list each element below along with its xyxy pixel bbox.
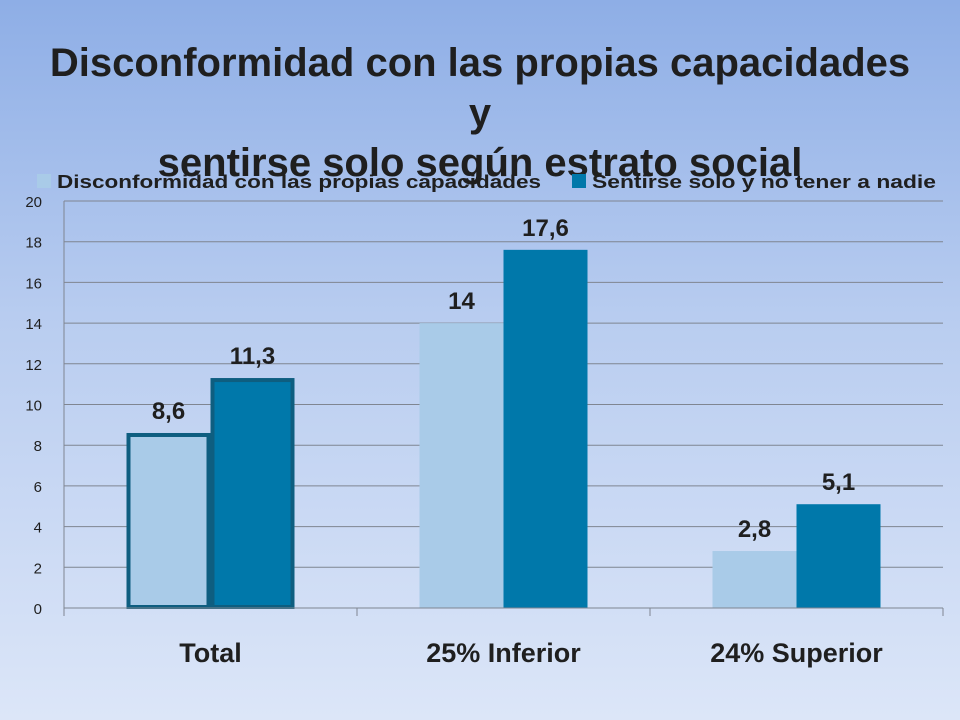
chart-title-line-1: Disconformidad con las propias capacidad… xyxy=(49,41,911,135)
y-tick-label-0: 0 xyxy=(34,601,42,618)
data-label: 14 xyxy=(448,288,475,315)
legend-label-1: Disconformidad con las propias capacidad… xyxy=(57,172,541,192)
x-axis: Total 25% Inferior 24% Superior xyxy=(63,607,944,668)
legend-swatch-2 xyxy=(572,174,586,188)
chart-title-line-2: sentirse solo según estrato social xyxy=(157,141,803,185)
legend-label-2: Sentirse solo y no tener a nadie xyxy=(592,172,936,192)
y-tick-label-6: 6 xyxy=(34,479,42,496)
y-axis: 0 2 4 6 8 10 12 14 16 18 20 xyxy=(25,194,65,618)
y-tick-label-20: 20 xyxy=(25,194,42,211)
y-tick-label-12: 12 xyxy=(25,357,42,374)
bar-1-25-inferior xyxy=(419,323,504,608)
legend-swatch-1 xyxy=(37,174,51,188)
data-labels: 8,6 11,3 14 17,6 2,8 5,1 xyxy=(152,215,855,543)
data-label: 11,3 xyxy=(230,343,275,370)
y-tick-label-8: 8 xyxy=(34,438,42,455)
bars xyxy=(126,249,881,610)
bar-1-total xyxy=(126,432,211,609)
bar-2-total xyxy=(210,378,295,610)
y-tick-label-4: 4 xyxy=(34,520,42,537)
y-tick-label-14: 14 xyxy=(25,316,42,333)
chart-title: Disconformidad con las propias capacidad… xyxy=(40,38,920,188)
data-label: 2,8 xyxy=(738,516,771,543)
legend: Disconformidad con las propias capacidad… xyxy=(37,172,936,192)
data-label: 8,6 xyxy=(152,398,185,425)
y-tick-label-18: 18 xyxy=(25,235,42,252)
data-label: 17,6 xyxy=(522,215,569,242)
x-tick-label: Total xyxy=(179,638,242,668)
data-label: 5,1 xyxy=(822,469,855,496)
bar-1-24-superior xyxy=(712,551,797,608)
y-tick-label-2: 2 xyxy=(34,560,42,577)
bar-2-25-inferior xyxy=(503,249,588,608)
x-tick-label: 25% Inferior xyxy=(426,638,581,668)
y-tick-label-10: 10 xyxy=(25,398,42,415)
bar-2-24-superior xyxy=(796,504,881,608)
x-tick-label: 24% Superior xyxy=(710,638,883,668)
y-tick-label-16: 16 xyxy=(25,275,42,292)
